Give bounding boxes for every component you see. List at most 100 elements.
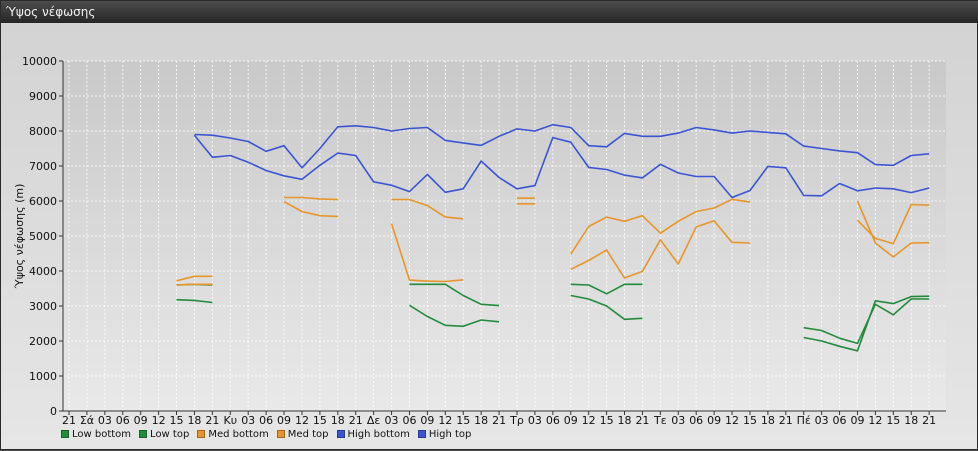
series-line [856, 203, 930, 245]
x-tick-label: 15 [600, 414, 614, 427]
y-tick-label: 8000 [29, 125, 57, 138]
series-line [570, 198, 751, 255]
x-tick-label: 21 [349, 414, 363, 427]
x-tick-label: 03 [98, 414, 112, 427]
x-tick-label: 09 [707, 414, 721, 427]
series-line [803, 298, 930, 345]
x-tick-label: 18 [187, 414, 201, 427]
x-tick-label: 12 [582, 414, 596, 427]
y-tick-label: 6000 [29, 195, 57, 208]
x-tick-label: 15 [886, 414, 900, 427]
series-line [391, 198, 464, 220]
series-med-top [176, 198, 930, 286]
x-tick-label: 15 [313, 414, 327, 427]
x-tick-label: 09 [277, 414, 291, 427]
window-title: Ύψος νέφωσης [1, 1, 978, 23]
series-line [176, 283, 213, 286]
x-tick-label: Πέ [797, 414, 811, 427]
legend-swatch [336, 430, 345, 438]
x-tick-label: 03 [385, 414, 399, 427]
x-tick-label: 12 [438, 414, 452, 427]
cloud-height-chart: 0 1000 2000 3000 4000 5000 6000 7000 8000 9000 100… [13, 55, 946, 427]
legend-label: Low bottom [72, 428, 132, 440]
series-line [283, 200, 338, 218]
series-line [409, 283, 500, 307]
x-tick-label: 18 [618, 414, 632, 427]
x-tick-label: 21 [635, 414, 649, 427]
x-tick-label: 21 [922, 414, 936, 427]
x-tick-label: 15 [456, 414, 470, 427]
legend-item: Med top [276, 427, 329, 441]
legend-label: Med top [287, 428, 329, 440]
x-tick-label: 12 [868, 414, 882, 427]
series-line [176, 275, 213, 282]
series-high-bottom [193, 134, 930, 199]
x-tick-label: 21 [205, 414, 219, 427]
x-tick-label: 18 [761, 414, 775, 427]
x-tick-label: 09 [850, 414, 864, 427]
x-tick-label: 03 [241, 414, 255, 427]
series-line [194, 123, 930, 169]
legend-item: Med bottom [197, 427, 269, 441]
series-line [176, 298, 213, 304]
x-tick-label: Σά [80, 414, 94, 427]
series-line [390, 223, 464, 283]
series-line [284, 196, 338, 201]
legend-swatch [276, 430, 285, 438]
legend-swatch [197, 430, 206, 438]
x-tick-label: 09 [420, 414, 434, 427]
legend-label: Low top [150, 428, 190, 440]
series-line [193, 134, 930, 199]
legend-item: High bottom [336, 427, 410, 441]
x-tick-label: 06 [689, 414, 703, 427]
x-tick-label: Τε [653, 414, 667, 427]
y-tick-label: 0 [50, 405, 57, 418]
x-tick-label: 21 [779, 414, 793, 427]
y-tick-label: 1000 [29, 370, 57, 383]
x-tick-label: 06 [402, 414, 416, 427]
y-tick-label: 9000 [29, 90, 57, 103]
x-tick-label: 12 [295, 414, 309, 427]
x-tick-label: 03 [528, 414, 542, 427]
x-tick-label: 06 [546, 414, 560, 427]
series-line [409, 304, 500, 328]
x-tick-label: 06 [116, 414, 130, 427]
series-low-top [176, 283, 930, 345]
x-tick-label: 21 [492, 414, 506, 427]
series-line [856, 200, 930, 258]
series-line [803, 295, 930, 352]
x-tick-label: 18 [904, 414, 918, 427]
x-tick-label: 18 [331, 414, 345, 427]
x-tick-label: 21 [62, 414, 76, 427]
x-tick-label: 09 [564, 414, 578, 427]
legend-label: Med bottom [208, 428, 269, 440]
series-line [570, 294, 643, 321]
legend-swatch [61, 430, 69, 438]
y-tick-label: 2000 [29, 335, 57, 348]
legend-item: Low top [139, 427, 189, 441]
x-tick-label: 15 [170, 414, 184, 427]
x-tick-label: 15 [743, 414, 757, 427]
legend-swatch [417, 430, 426, 438]
x-tick-label: 12 [152, 414, 166, 427]
chart-legend: Low bottom Low top Med bottom Med top High b… [61, 427, 479, 441]
x-tick-label: 06 [259, 414, 273, 427]
x-tick-label: 12 [725, 414, 739, 427]
legend-item: High top [417, 427, 471, 441]
x-tick-label: Κυ [223, 414, 237, 427]
series-high-top [194, 123, 930, 169]
x-tick-label: 03 [815, 414, 829, 427]
y-axis-label: Ύψος νέφωσης (m) [13, 184, 26, 290]
legend-item: Low bottom [61, 427, 131, 441]
y-tick-label: 7000 [29, 160, 57, 173]
legend-label: High bottom [347, 428, 410, 440]
series-line [570, 283, 643, 295]
x-tick-label: 09 [134, 414, 148, 427]
x-tick-label: Δε [367, 414, 381, 427]
series-line [570, 220, 751, 279]
x-tick-label: 06 [833, 414, 847, 427]
series-med-bottom [176, 196, 930, 282]
x-tick-label: 03 [671, 414, 685, 427]
legend-swatch [139, 430, 148, 438]
